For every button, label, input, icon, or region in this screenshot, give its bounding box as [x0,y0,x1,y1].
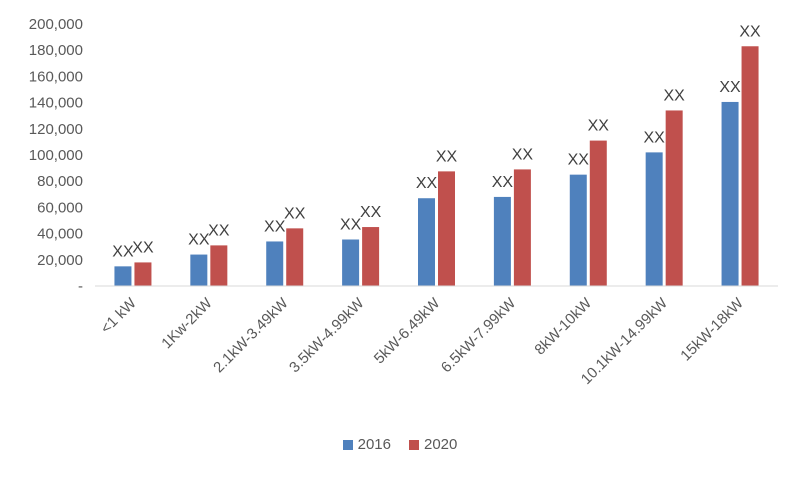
data-label: XX [663,87,685,104]
bar-2020 [286,228,304,286]
y-tick-label: 180,000 [29,42,83,59]
legend-label-2020: 2020 [424,436,458,453]
bar-2016 [266,241,284,286]
y-tick-label: 40,000 [37,226,83,243]
y-axis: - 20,000 40,000 60,000 80,000 100,000 120,000 1… [29,16,83,295]
bar-2020 [134,262,152,286]
x-tick-label: 3.5kW-4.99kW [286,294,368,376]
bar-2020 [589,140,607,286]
data-label: XX [436,148,458,165]
data-label: XX [492,174,514,191]
data-label: XX [112,243,134,260]
data-label: XX [284,205,306,222]
legend-swatch-2020 [409,439,419,450]
x-tick-label: 8kW-10kW [531,294,595,358]
x-tick-label: 5kW-6.49kW [371,294,444,367]
data-label: XX [340,216,362,233]
y-tick-label: 20,000 [37,252,83,269]
bar-2020 [513,169,531,286]
y-tick-label: 120,000 [29,121,83,138]
data-label: XX [512,146,534,163]
bar-2016 [114,266,132,286]
bar-2020 [665,110,683,287]
bar-2016 [721,101,739,286]
bar-2020 [438,171,455,286]
y-tick-label: 100,000 [29,147,83,164]
data-label: XX [719,79,741,96]
y-tick-label: 80,000 [37,173,83,190]
legend: 2016 2020 [0,436,800,453]
data-label: XX [188,232,210,249]
x-tick-label: <1 kW [97,294,140,337]
bar-2020 [210,245,228,286]
data-label: XX [739,23,761,40]
x-tick-label: 6.5kW-7.99kW [438,294,520,376]
data-label: XX [360,204,382,221]
x-tick-label: 1Kw-2kW [158,294,216,352]
y-tick-label: 200,000 [29,16,83,33]
bars [114,46,759,287]
bar-chart: - 20,000 40,000 60,000 80,000 100,000 120,000 1… [29,16,778,388]
data-label: XX [132,239,154,256]
legend-item-2016: 2016 [342,436,391,453]
legend-swatch-2016 [342,439,353,450]
data-label: XX [264,218,286,235]
legend-label-2016: 2016 [357,436,391,453]
data-label: XX [416,175,438,192]
bar-2020 [741,46,759,286]
y-tick-label: - [78,278,83,295]
x-tick-label: 15kW-18kW [677,294,747,364]
x-tick-label: 2.1kW-3.49kW [210,294,292,376]
data-label: XX [568,152,590,169]
y-tick-label: 140,000 [29,95,83,112]
bar-2016 [493,196,511,286]
bar-2016 [342,239,360,286]
bar-2016 [190,254,208,286]
y-tick-label: 160,000 [29,68,83,85]
bar-2016 [645,152,663,286]
bar-2020 [362,227,380,286]
data-label: XX [208,222,230,239]
bar-2016 [569,174,587,286]
y-tick-label: 60,000 [37,199,83,216]
legend-item-2020: 2020 [409,436,457,453]
bar-2016 [418,198,435,286]
data-label: XX [643,129,665,146]
data-label: XX [588,118,610,135]
